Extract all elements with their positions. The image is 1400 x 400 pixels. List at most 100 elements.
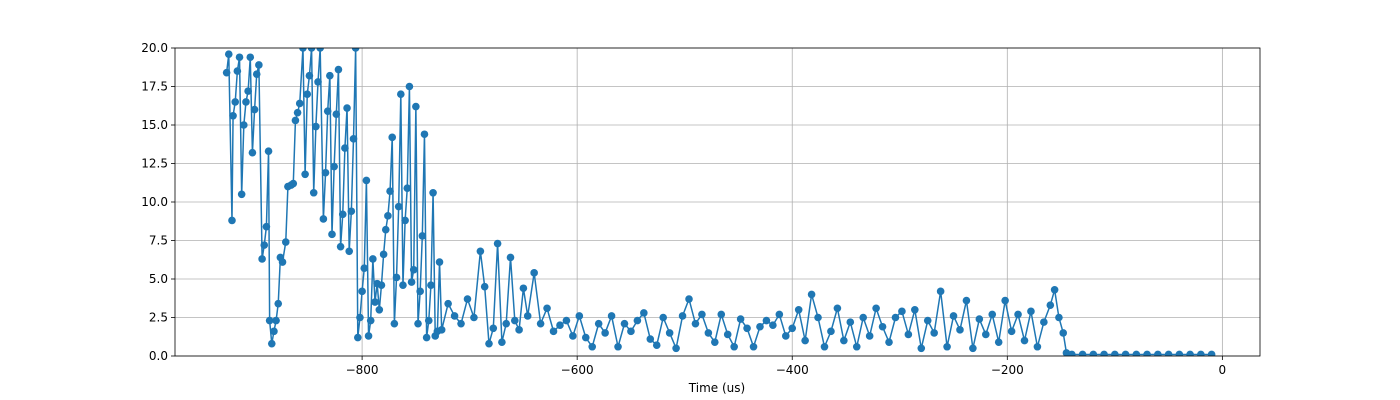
data-point [435, 258, 444, 266]
x-tick-label: −600 [561, 363, 594, 377]
data-point [422, 333, 431, 342]
data-point [366, 316, 375, 325]
data-point [620, 319, 629, 328]
data-point [289, 179, 298, 188]
y-tick-label: 7.5 [149, 234, 168, 248]
data-point [988, 310, 997, 319]
data-point [607, 312, 616, 320]
data-point [827, 327, 835, 336]
data-point [390, 319, 399, 328]
data-point [392, 273, 401, 282]
data-point [281, 238, 290, 246]
data-point [267, 339, 276, 348]
data-point [414, 319, 422, 328]
data-point [1027, 307, 1035, 316]
data-point [397, 90, 405, 98]
data-point [231, 98, 240, 106]
data-point [293, 108, 302, 117]
data-point [1055, 313, 1063, 322]
data-point [1132, 350, 1141, 356]
data-point [801, 336, 809, 345]
data-point [405, 82, 414, 91]
data-point [814, 313, 822, 322]
data-point [523, 312, 532, 320]
data-point [394, 202, 403, 211]
data-point [652, 341, 661, 350]
data-point [351, 48, 360, 52]
data-point [301, 170, 309, 179]
data-point [1089, 350, 1098, 356]
data-point [399, 281, 407, 289]
data-point [640, 309, 648, 317]
data-point [730, 342, 738, 351]
data-point [1007, 327, 1016, 336]
data-point [244, 87, 252, 95]
data-point [594, 319, 603, 328]
data-point [1111, 350, 1119, 356]
data-point [923, 316, 932, 325]
data-point [237, 190, 246, 199]
data-point [878, 322, 887, 331]
data-point [457, 319, 465, 328]
data-point [678, 312, 687, 320]
data-point [341, 144, 349, 152]
data-point [343, 104, 351, 112]
data-point [685, 295, 693, 303]
data-point [1001, 296, 1009, 305]
data-point [969, 344, 977, 353]
data-point [330, 162, 338, 171]
data-point [956, 326, 964, 334]
data-point [270, 327, 278, 336]
data-point [354, 333, 362, 342]
data-point [601, 329, 609, 337]
data-point [556, 321, 564, 330]
data-point [334, 65, 343, 74]
data-point [1164, 350, 1173, 356]
data-point [1040, 318, 1048, 326]
data-point [303, 90, 312, 98]
data-point [530, 269, 538, 277]
data-point [891, 313, 900, 322]
data-point [962, 296, 971, 305]
data-point [749, 342, 758, 351]
data-point [235, 53, 244, 62]
data-point [949, 312, 958, 320]
data-point [255, 61, 263, 69]
data-point [384, 212, 392, 220]
data-point [898, 307, 906, 316]
data-point [299, 48, 307, 52]
data-point [260, 241, 269, 249]
y-tick-label: 5.0 [149, 272, 168, 286]
data-point [756, 322, 764, 331]
data-point [723, 330, 732, 339]
data-point [704, 329, 713, 337]
data-point [865, 332, 874, 340]
data-point [274, 299, 283, 308]
data-point [375, 306, 384, 314]
data-point [1186, 350, 1194, 356]
data-point [769, 321, 777, 330]
data-point [549, 327, 558, 336]
data-point [264, 147, 273, 155]
data-point [328, 230, 336, 239]
data-point [437, 326, 446, 334]
x-tick-label: 0 [1219, 363, 1227, 377]
data-point [272, 316, 280, 325]
data-point [614, 342, 622, 351]
data-point [807, 290, 816, 299]
data-point [1050, 285, 1059, 294]
data-point [904, 330, 913, 339]
data-point [262, 222, 271, 231]
data-point [305, 71, 314, 80]
data-point [506, 253, 515, 262]
data-point [1207, 350, 1216, 356]
data-point [427, 281, 435, 289]
x-tick-label: −400 [776, 363, 809, 377]
data-point [1100, 350, 1108, 356]
data-point [248, 148, 257, 157]
data-point [1059, 329, 1068, 337]
y-tick-label: 15.0 [141, 118, 168, 132]
data-point [502, 319, 510, 328]
y-tick-label: 0.0 [149, 349, 168, 363]
data-point [581, 333, 590, 342]
